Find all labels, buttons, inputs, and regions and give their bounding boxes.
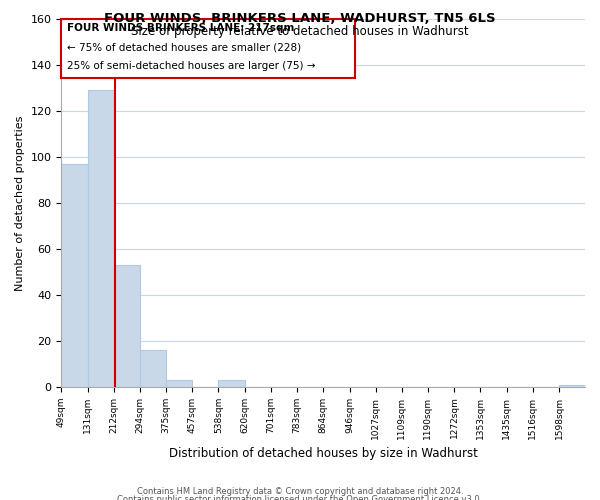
Bar	[559, 384, 585, 387]
Text: ← 75% of detached houses are smaller (228): ← 75% of detached houses are smaller (22…	[67, 43, 301, 53]
Text: Size of property relative to detached houses in Wadhurst: Size of property relative to detached ho…	[131, 25, 469, 38]
X-axis label: Distribution of detached houses by size in Wadhurst: Distribution of detached houses by size …	[169, 447, 478, 460]
Bar	[140, 350, 166, 387]
Bar	[218, 380, 245, 387]
Text: Contains public sector information licensed under the Open Government Licence v3: Contains public sector information licen…	[118, 495, 482, 500]
Text: FOUR WINDS, BRINKERS LANE, WADHURST, TN5 6LS: FOUR WINDS, BRINKERS LANE, WADHURST, TN5…	[104, 12, 496, 26]
Text: Contains HM Land Registry data © Crown copyright and database right 2024.: Contains HM Land Registry data © Crown c…	[137, 488, 463, 496]
Text: 25% of semi-detached houses are larger (75) →: 25% of semi-detached houses are larger (…	[67, 62, 315, 72]
Bar	[114, 265, 140, 387]
Bar	[88, 90, 114, 387]
Y-axis label: Number of detached properties: Number of detached properties	[15, 115, 25, 290]
Text: FOUR WINDS BRINKERS LANE: 217sqm: FOUR WINDS BRINKERS LANE: 217sqm	[67, 22, 294, 32]
Bar	[61, 164, 88, 387]
FancyBboxPatch shape	[61, 19, 355, 78]
Bar	[166, 380, 193, 387]
